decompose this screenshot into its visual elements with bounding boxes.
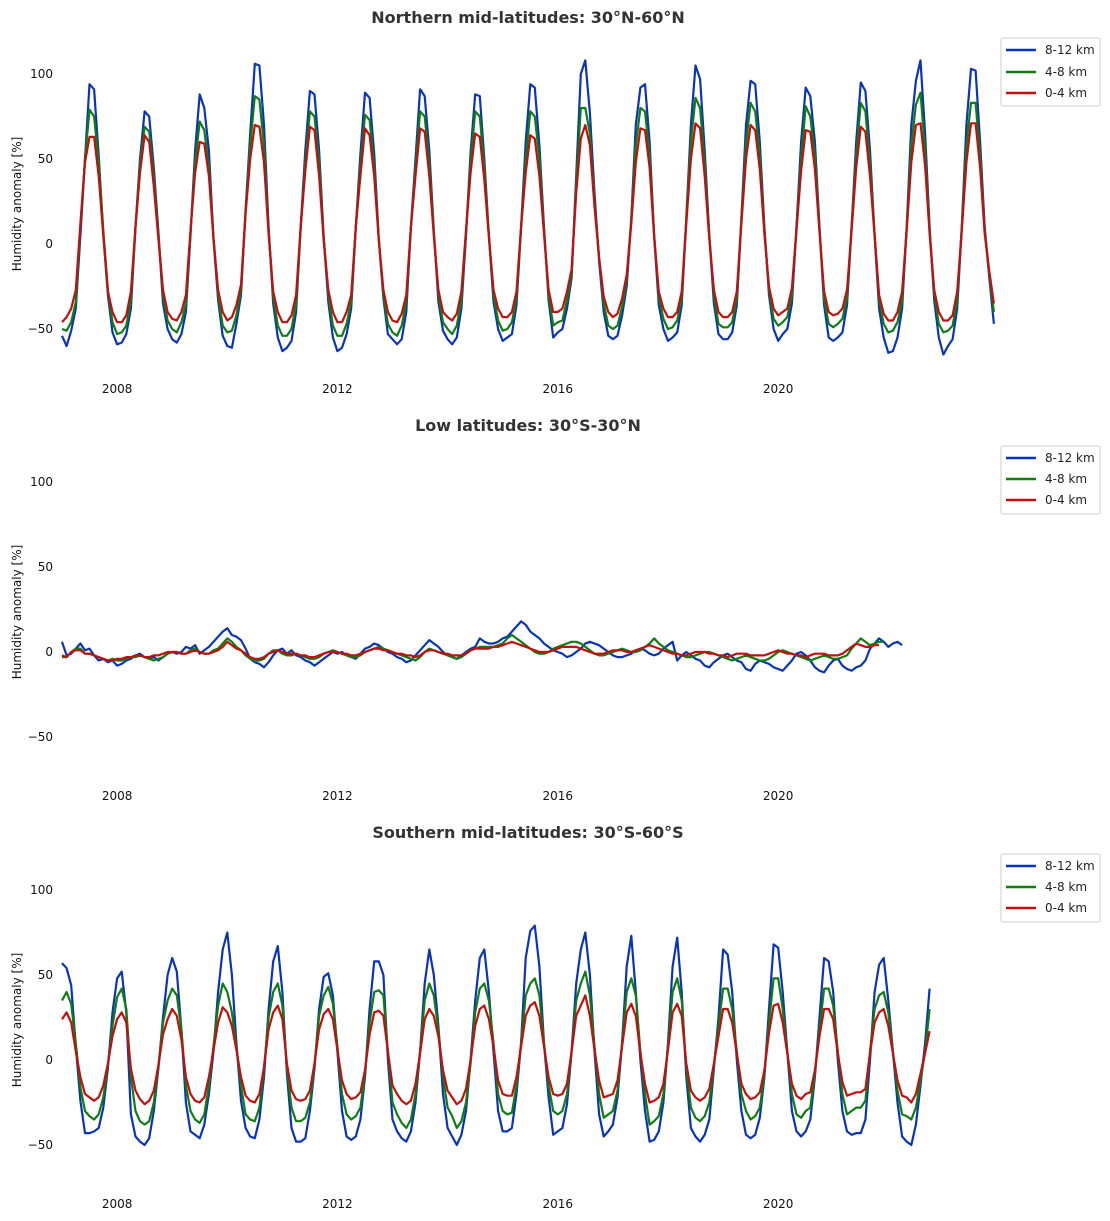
series-line-0-4km	[61, 122, 995, 324]
legend[interactable]: 8-12 km 4-8 km 0-4 km	[1000, 853, 1101, 923]
x-tick-label: 2012	[322, 1197, 353, 1211]
legend-label-8-12: 8-12 km	[1045, 43, 1095, 57]
legend-frame	[1000, 445, 1101, 515]
legend-label-4-8: 4-8 km	[1045, 472, 1087, 486]
y-tick-label: 100	[30, 475, 53, 489]
legend-label-4-8: 4-8 km	[1045, 880, 1087, 894]
x-tick-label: 2020	[763, 382, 794, 396]
x-tick-label: 2016	[543, 382, 574, 396]
legend-label-8-12: 8-12 km	[1045, 859, 1095, 873]
panel-southern: Southern mid-latitudes: 30°S-60°S Humidi…	[10, 823, 1101, 1211]
legend-label-8-12: 8-12 km	[1045, 451, 1095, 465]
legend[interactable]: 8-12 km 4-8 km 0-4 km	[1000, 37, 1101, 107]
x-ticks: 2008 2012 2016 2020	[102, 382, 794, 396]
x-ticks: 2008 2012 2016 2020	[102, 789, 794, 803]
x-tick-label: 2008	[102, 1197, 133, 1211]
y-tick-label: 100	[30, 883, 53, 897]
legend[interactable]: 8-12 km 4-8 km 0-4 km	[1000, 445, 1101, 515]
panel-title: Southern mid-latitudes: 30°S-60°S	[372, 823, 683, 842]
series-lines	[60, 620, 903, 674]
y-tick-label: −50	[28, 730, 53, 744]
series-line-0-4km	[61, 994, 931, 1106]
y-tick-label: 50	[38, 560, 53, 574]
x-tick-label: 2012	[322, 382, 353, 396]
panel-low: Low latitudes: 30°S-30°N Humidity anomal…	[10, 416, 1101, 803]
y-tick-label: 0	[45, 237, 53, 251]
legend-label-0-4: 0-4 km	[1045, 493, 1087, 507]
legend-label-0-4: 0-4 km	[1045, 86, 1087, 100]
legend-label-4-8: 4-8 km	[1045, 65, 1087, 79]
series-line-4-8km	[61, 970, 931, 1130]
y-ticks: 100 50 0 −50	[28, 475, 53, 744]
series-lines	[61, 924, 931, 1147]
x-tick-label: 2008	[102, 382, 133, 396]
panel-northern: Northern mid-latitudes: 30°N-60°N Humidi…	[10, 8, 1101, 396]
x-tick-label: 2008	[102, 789, 133, 803]
y-ticks: 100 50 0 −50	[28, 67, 53, 336]
y-tick-label: −50	[28, 322, 53, 336]
series-lines	[60, 59, 995, 356]
y-ticks: 100 50 0 −50	[28, 883, 53, 1152]
x-tick-label: 2012	[322, 789, 353, 803]
y-axis-label: Humidity anomaly [%]	[10, 545, 24, 680]
y-tick-label: −50	[28, 1138, 53, 1152]
legend-frame	[1000, 853, 1101, 923]
y-tick-label: 50	[38, 968, 53, 982]
x-tick-label: 2020	[763, 789, 794, 803]
x-tick-label: 2016	[543, 1197, 574, 1211]
x-tick-label: 2020	[763, 1197, 794, 1211]
y-axis-label: Humidity anomaly [%]	[10, 137, 24, 272]
series-line-4-8km	[61, 91, 995, 337]
y-tick-label: 0	[45, 645, 53, 659]
y-axis-label: Humidity anomaly [%]	[10, 953, 24, 1088]
panel-title: Low latitudes: 30°S-30°N	[415, 416, 641, 435]
y-tick-label: 100	[30, 67, 53, 81]
legend-frame	[1000, 37, 1101, 107]
x-tick-label: 2016	[543, 789, 574, 803]
panel-title: Northern mid-latitudes: 30°N-60°N	[371, 8, 684, 27]
y-tick-label: 0	[45, 1053, 53, 1067]
legend-label-0-4: 0-4 km	[1045, 901, 1087, 915]
x-ticks: 2008 2012 2016 2020	[102, 1197, 794, 1211]
series-line-0-4km	[61, 640, 880, 662]
y-tick-label: 50	[38, 152, 53, 166]
